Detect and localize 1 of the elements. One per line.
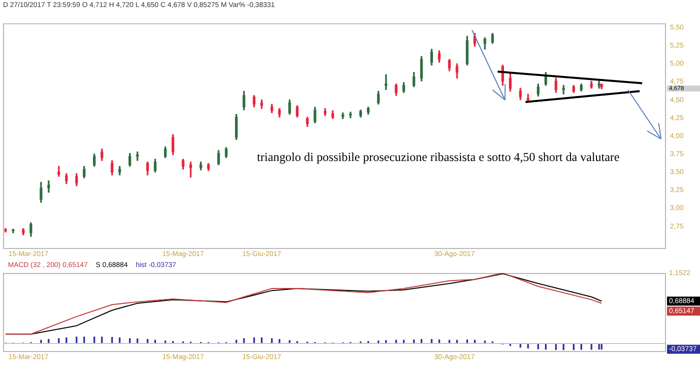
annotation: triangolo di possibile prosecuzione ribassista e sotto 4,50 short da valutare (257, 150, 620, 165)
